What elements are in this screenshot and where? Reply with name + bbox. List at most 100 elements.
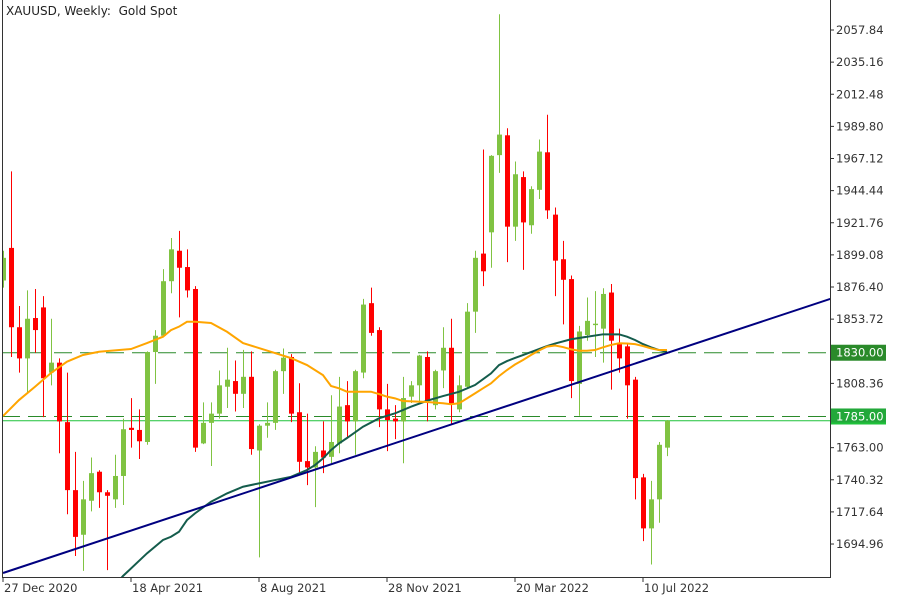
fast-moving-average xyxy=(2,320,667,417)
candle-bull xyxy=(537,151,542,190)
candle-bear xyxy=(305,461,310,468)
candle-bear xyxy=(321,450,326,458)
candle-bull xyxy=(649,499,654,529)
y-tick-label: 1944.44 xyxy=(836,184,884,198)
candle-bull xyxy=(273,371,278,423)
level-label-box xyxy=(831,344,886,361)
trendline xyxy=(2,297,830,574)
candle-bear xyxy=(185,267,190,291)
y-tick-label: 1876.40 xyxy=(836,280,884,294)
candle-bear xyxy=(73,490,78,537)
axes: 2057.84 2035.16 2012.48 1989.80 1967.12 1944.… xyxy=(2,0,886,595)
candle-bear xyxy=(233,381,238,394)
candle-bull xyxy=(49,362,54,373)
y-tick-label: 2012.48 xyxy=(836,87,884,101)
price-line-marker xyxy=(831,422,886,425)
candle-bear xyxy=(545,152,550,211)
y-tick-label: 1899.08 xyxy=(836,248,884,262)
candle-bull xyxy=(585,320,590,336)
y-tick-label: 1853.72 xyxy=(836,312,884,326)
chart-title: XAUUSD, Weekly: Gold Spot xyxy=(6,4,178,18)
candle-bull xyxy=(161,281,166,336)
candle-bear xyxy=(65,422,70,491)
candle-bear xyxy=(249,376,254,450)
candle-bull xyxy=(409,385,414,397)
x-tick-label: 10 Jul 2022 xyxy=(644,581,709,595)
candle-bull xyxy=(217,385,222,414)
candle-bear xyxy=(33,318,38,331)
candle-bull xyxy=(169,249,174,282)
candle-bear xyxy=(105,492,110,496)
y-tick-label: 1694.96 xyxy=(836,537,884,551)
candle-bull xyxy=(417,355,422,386)
candle-bull xyxy=(433,371,438,406)
candle-bull xyxy=(665,420,670,448)
candle-bear xyxy=(9,247,14,328)
candle-bull xyxy=(601,293,606,329)
candle-bear xyxy=(609,292,614,341)
candle-bull xyxy=(265,422,270,426)
candle-bull xyxy=(441,347,446,371)
y-tick-label: 1967.12 xyxy=(836,152,884,166)
candle-bull xyxy=(201,422,206,444)
y-tick-label: 1921.76 xyxy=(836,216,884,230)
y-tick-label: 1808.36 xyxy=(836,376,884,390)
y-tick-label: 2057.84 xyxy=(836,23,884,37)
candle-bull xyxy=(89,473,94,501)
candle-bear xyxy=(505,135,510,227)
candle-bull xyxy=(577,331,582,384)
candle-bear xyxy=(177,250,182,268)
level-label: 1785.00 xyxy=(836,409,884,423)
y-tick-label: 1989.80 xyxy=(836,119,884,133)
candle-bull xyxy=(465,311,470,387)
candle-bear xyxy=(449,347,454,404)
x-tick-label: 18 Apr 2021 xyxy=(132,581,203,595)
candle-bull xyxy=(513,174,518,227)
candle-bull xyxy=(593,323,598,326)
y-tick-label: 1740.32 xyxy=(836,473,884,487)
candle-bull xyxy=(225,379,230,387)
candle-bull xyxy=(457,385,462,410)
candle-bull xyxy=(281,357,286,372)
candle-bull xyxy=(497,134,502,156)
candle-bear xyxy=(289,356,294,414)
x-tick-label: 28 Nov 2021 xyxy=(388,581,462,595)
candle-bear xyxy=(481,253,486,272)
candle-bull xyxy=(241,376,246,394)
candle-bull xyxy=(353,371,358,422)
candle-bull xyxy=(257,425,262,451)
candle-bull xyxy=(113,475,118,500)
candle-bull xyxy=(209,413,214,423)
candle-bull xyxy=(2,257,6,281)
candle-bear xyxy=(553,214,558,261)
candle-bull xyxy=(337,406,342,444)
candle-bull xyxy=(657,444,662,500)
candle-bull xyxy=(529,189,534,226)
candle-bull xyxy=(81,499,86,535)
candle-bear xyxy=(561,259,566,280)
y-tick-label: 2035.16 xyxy=(836,55,884,69)
candle-bear xyxy=(425,356,430,401)
candle-bull xyxy=(145,352,150,442)
candle-bear xyxy=(377,330,382,410)
candle-bear xyxy=(617,344,622,359)
candle-bear xyxy=(369,303,374,333)
candle-bull xyxy=(473,257,478,312)
x-tick-label: 8 Aug 2021 xyxy=(260,581,326,595)
candle-bull xyxy=(313,451,318,468)
candle-bear xyxy=(57,362,62,422)
candle-bull xyxy=(25,318,30,359)
level-label: 1830.00 xyxy=(836,346,884,360)
y-tick-label: 1763.00 xyxy=(836,441,884,455)
level-label-box xyxy=(831,408,886,425)
candle-bull xyxy=(489,155,494,233)
candle-bull xyxy=(361,304,366,373)
y-tick-label: 1717.64 xyxy=(836,505,884,519)
x-tick-label: 20 Mar 2022 xyxy=(516,581,589,595)
candle-bear xyxy=(129,427,134,430)
candle-bear xyxy=(569,279,574,382)
candle-bear xyxy=(633,379,638,479)
candle-bear xyxy=(393,418,398,422)
candle-bear xyxy=(41,307,46,379)
